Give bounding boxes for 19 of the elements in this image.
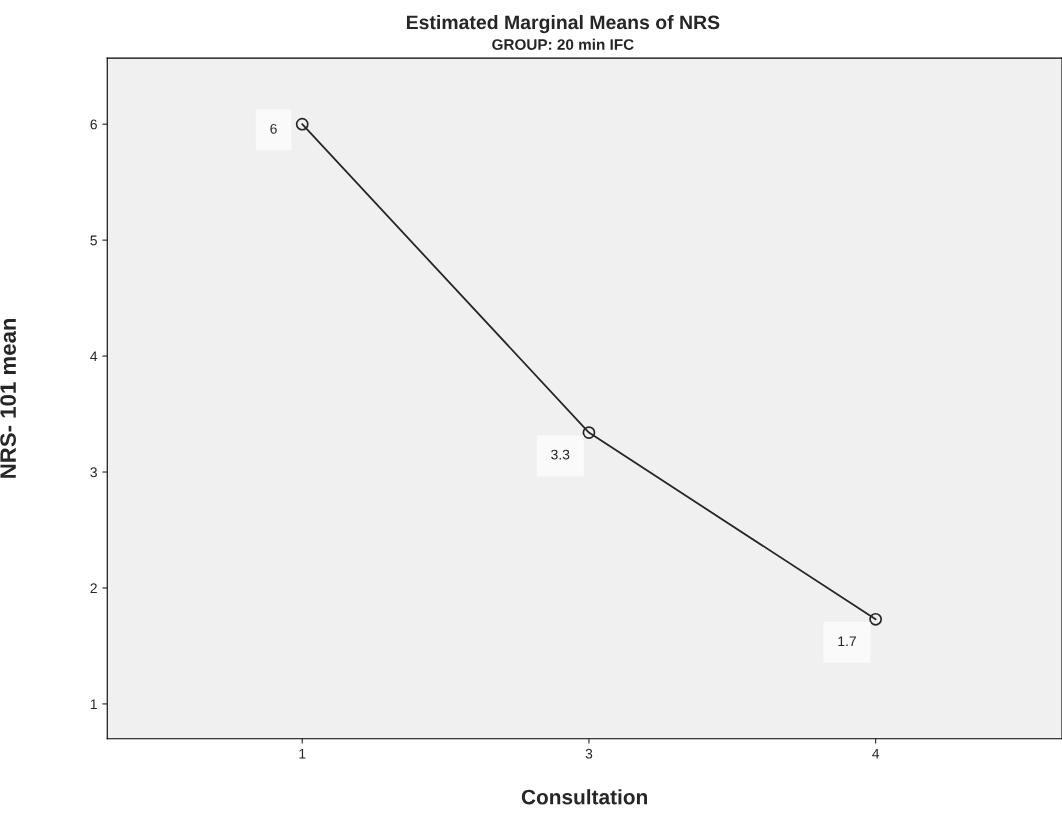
point xyxy=(295,117,309,131)
y-tick-label: 3 xyxy=(90,467,97,478)
data-label: 1.7 xyxy=(838,636,856,647)
y-axis-title: NRS- 101 mean xyxy=(0,318,16,478)
y-tick-label: 1 xyxy=(90,699,97,709)
x-tick-label: 1 xyxy=(299,748,306,759)
data-label: 3.3 xyxy=(551,449,570,460)
y-tick-label: 2 xyxy=(90,583,97,593)
y-tick-label: 4 xyxy=(90,351,98,362)
chart-subtitle: GROUP: 20 min IFC xyxy=(492,38,634,50)
point xyxy=(869,612,883,626)
x-tick-label: 4 xyxy=(872,748,880,759)
y-tick-label: 5 xyxy=(90,235,97,246)
chart-title: Estimated Marginal Means of NRS xyxy=(406,14,720,34)
y-tick-label: 6 xyxy=(90,119,97,130)
x-tick-label: 3 xyxy=(585,748,593,759)
data-label: 6 xyxy=(270,123,277,134)
x-axis-title: Consultation xyxy=(521,789,647,805)
point xyxy=(582,426,596,439)
